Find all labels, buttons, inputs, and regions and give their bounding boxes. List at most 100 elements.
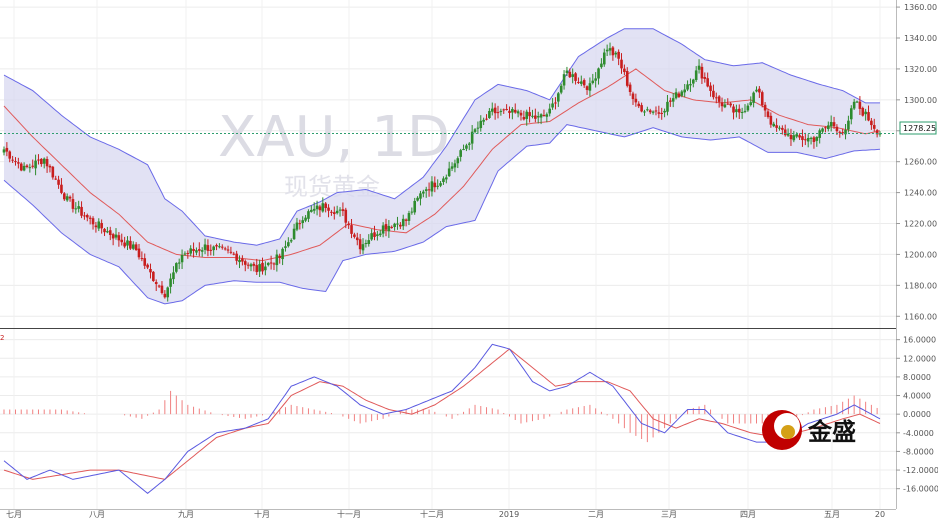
- candle-body: [531, 115, 534, 117]
- candle-body: [588, 83, 592, 91]
- candle-body: [272, 263, 276, 265]
- macd-signal-line: [3, 348, 881, 480]
- candle-body: [65, 196, 69, 201]
- candle-body: [175, 263, 178, 272]
- candle-body: [350, 225, 353, 234]
- candle-body: [582, 80, 586, 86]
- candle-body: [367, 240, 371, 245]
- candle-body: [307, 211, 310, 219]
- candle-body: [206, 245, 210, 251]
- candle-body: [387, 225, 391, 232]
- price-tick-label: 1240.00: [904, 189, 937, 198]
- candle-body: [19, 163, 23, 171]
- candle-body: [798, 135, 801, 138]
- candle-body: [424, 189, 428, 191]
- candle-body: [844, 129, 847, 135]
- candle-body: [376, 234, 379, 236]
- candle-body: [310, 209, 313, 212]
- candle-body: [177, 262, 181, 264]
- candle-body: [519, 112, 523, 116]
- candle-body: [341, 209, 345, 212]
- candle-body: [459, 150, 462, 157]
- candle-body: [281, 248, 284, 260]
- candle-body: [422, 191, 425, 194]
- candle-body: [755, 89, 758, 92]
- candle-body: [671, 98, 675, 102]
- candle-body: [287, 242, 290, 247]
- candle-body: [838, 131, 842, 133]
- candle-body: [160, 285, 164, 294]
- candle-body: [198, 249, 201, 251]
- candle-body: [783, 129, 787, 136]
- bollinger-upper-line: [3, 28, 880, 246]
- candlestick-series: [0, 42, 896, 302]
- candle-body: [278, 255, 282, 258]
- candle-body: [284, 246, 287, 248]
- candle-body: [295, 222, 299, 230]
- macd-tick-label: -8.0000: [903, 447, 934, 456]
- candle-body: [597, 68, 600, 79]
- candle-body: [445, 177, 448, 180]
- candle-body: [456, 158, 460, 164]
- candle-body: [614, 52, 618, 55]
- candle-body: [608, 48, 612, 51]
- candle-body: [545, 114, 549, 117]
- candle-body: [169, 278, 172, 287]
- candle-body: [212, 246, 215, 251]
- candle-body: [373, 232, 376, 237]
- candle-body: [318, 206, 322, 211]
- candle-body: [758, 88, 761, 93]
- candle-body: [565, 70, 569, 73]
- candle-body: [304, 217, 307, 221]
- candle-body: [858, 101, 862, 109]
- candle-body: [2, 149, 6, 153]
- candle-body: [401, 218, 405, 227]
- candle-body: [536, 116, 540, 118]
- candle-body: [301, 220, 305, 224]
- candle-body: [292, 228, 296, 240]
- candle-body: [57, 179, 60, 185]
- candle-body: [602, 52, 606, 65]
- macd-tick-label: 0.0000: [903, 410, 931, 419]
- candle-body: [407, 213, 411, 221]
- candle-body: [54, 178, 57, 180]
- candle-body: [752, 92, 755, 103]
- candle-body: [11, 159, 14, 161]
- candle-body: [416, 197, 419, 201]
- candle-body: [482, 119, 485, 122]
- candle-body: [14, 161, 17, 163]
- candle-body: [439, 183, 442, 186]
- macd-tick-label: -12.0000: [903, 466, 938, 475]
- time-axis-label: 2019: [499, 510, 519, 519]
- candle-body: [657, 112, 661, 114]
- candle-body: [146, 264, 149, 268]
- candle-body: [479, 120, 483, 129]
- candle-body: [48, 165, 52, 168]
- candle-body: [462, 149, 465, 151]
- macd-tick-label: 4.0000: [903, 392, 931, 401]
- candle-body: [60, 184, 63, 193]
- candle-body: [654, 110, 658, 112]
- candle-body: [149, 268, 152, 273]
- candle-body: [364, 243, 368, 245]
- candle-body: [781, 127, 784, 130]
- candle-body: [605, 49, 609, 52]
- candle-body: [818, 130, 821, 138]
- candle-body: [390, 226, 394, 228]
- candle-body: [637, 103, 641, 107]
- candle-body: [353, 234, 356, 237]
- candle-body: [470, 131, 474, 144]
- macd-tick-label: 12.0000: [903, 354, 936, 363]
- candle-body: [577, 81, 580, 83]
- time-axis-label: 七月: [6, 510, 22, 519]
- candle-body: [126, 240, 129, 246]
- candle-body: [542, 115, 546, 117]
- candle-body: [68, 196, 72, 199]
- candle-body: [703, 77, 707, 79]
- candle-body: [453, 163, 457, 168]
- candle-body: [585, 86, 589, 90]
- candle-body: [361, 244, 365, 251]
- candle-body: [419, 193, 422, 199]
- bollinger-band-fill: [4, 28, 880, 304]
